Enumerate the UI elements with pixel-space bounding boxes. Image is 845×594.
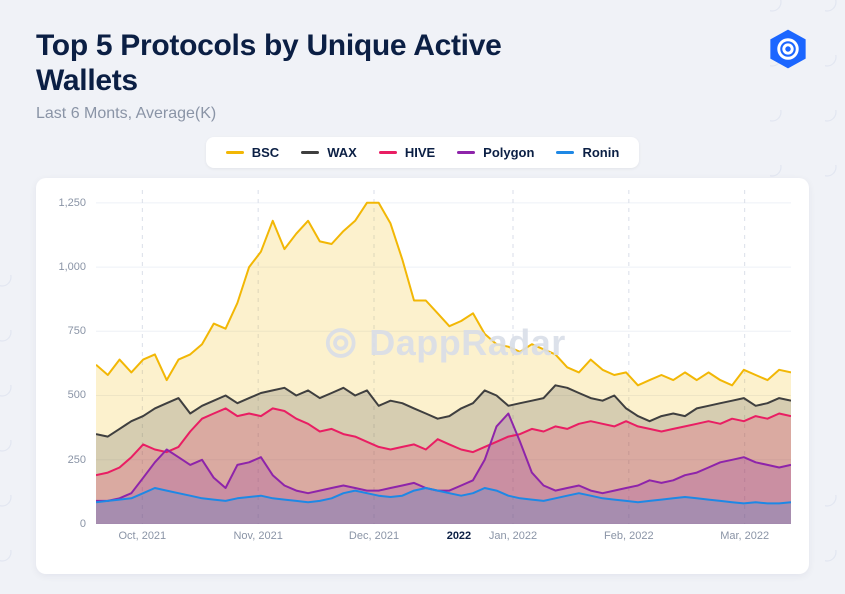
legend-label: WAX bbox=[327, 145, 357, 160]
y-tick-label: 1,250 bbox=[58, 197, 86, 209]
legend-label: HIVE bbox=[405, 145, 435, 160]
x-tick-label: Dec, 2021 bbox=[349, 530, 399, 542]
x-tick-label: Mar, 2022 bbox=[720, 530, 769, 542]
legend-swatch bbox=[301, 151, 319, 154]
brand-logo-icon bbox=[767, 28, 809, 70]
legend-item-wax: WAX bbox=[301, 145, 357, 160]
y-tick-label: 0 bbox=[80, 518, 86, 530]
legend-swatch bbox=[379, 151, 397, 154]
chart-legend: BSC WAX HIVE Polygon Ronin bbox=[206, 137, 640, 168]
legend-item-bsc: BSC bbox=[226, 145, 279, 160]
legend-label: Ronin bbox=[582, 145, 619, 160]
y-tick-label: 500 bbox=[68, 389, 86, 401]
header: Top 5 Protocols by Unique Active Wallets… bbox=[36, 28, 809, 123]
x-tick-label: 2022 bbox=[447, 530, 471, 542]
y-tick-label: 750 bbox=[68, 325, 86, 337]
legend-item-ronin: Ronin bbox=[556, 145, 619, 160]
page-title: Top 5 Protocols by Unique Active Wallets bbox=[36, 28, 556, 99]
legend-label: Polygon bbox=[483, 145, 534, 160]
legend-swatch bbox=[226, 151, 244, 154]
y-axis: 02505007501,0001,250 bbox=[46, 190, 92, 524]
legend-item-hive: HIVE bbox=[379, 145, 435, 160]
chart-card: 0 250 500 750 1,000 1,250 DappRadar Oct, 2021… bbox=[36, 178, 809, 574]
y-tick-label: 250 bbox=[68, 454, 86, 466]
y-tick-label: 1,000 bbox=[58, 261, 86, 273]
x-tick-label: Nov, 2021 bbox=[233, 530, 282, 542]
legend-swatch bbox=[556, 151, 574, 154]
legend-swatch bbox=[457, 151, 475, 154]
chart-plot: DappRadar bbox=[96, 190, 791, 524]
page-subtitle: Last 6 Monts, Average(K) bbox=[36, 105, 556, 123]
legend-label: BSC bbox=[252, 145, 279, 160]
x-tick-label: Feb, 2022 bbox=[604, 530, 654, 542]
x-tick-label: Oct, 2021 bbox=[118, 530, 166, 542]
x-tick-label: Jan, 2022 bbox=[489, 530, 537, 542]
legend-item-polygon: Polygon bbox=[457, 145, 534, 160]
x-axis: Oct, 2021 Nov, 2021 Dec, 2021 2022 Jan, 2022… bbox=[96, 528, 791, 550]
